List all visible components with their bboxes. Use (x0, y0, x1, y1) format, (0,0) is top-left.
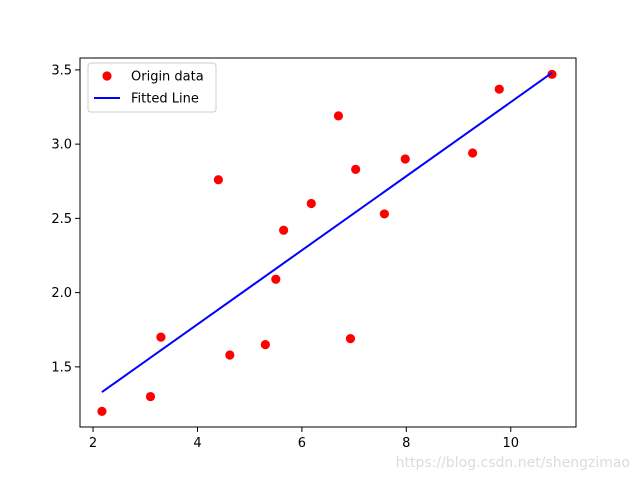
axes: 2 4 6 8 10 1.5 2.0 2.5 3.0 3.5 (51, 57, 577, 451)
y-tick-label-3: 2.5 (51, 212, 72, 227)
plot-area (97, 69, 557, 417)
legend-point-swatch (102, 71, 112, 81)
data-point-8 (279, 225, 289, 235)
data-point-17 (547, 69, 557, 79)
x-tick-label-1: 2 (89, 436, 97, 451)
data-point-9 (306, 198, 316, 209)
data-point-12 (351, 164, 361, 174)
data-point-5 (225, 350, 235, 360)
data-point-14 (400, 154, 410, 164)
data-point-6 (260, 339, 270, 350)
axes-frame (79, 57, 577, 428)
data-point-3 (156, 332, 166, 342)
y-tick-label-5: 3.5 (51, 63, 72, 78)
x-tick-label-3: 6 (298, 436, 306, 451)
x-tick-label-2: 4 (193, 436, 201, 451)
fitted-line (101, 72, 553, 393)
data-point-7 (271, 274, 281, 284)
data-point-4 (213, 175, 223, 185)
x-tick-label-4: 8 (402, 436, 410, 451)
legend-label-1: Origin data (131, 70, 204, 85)
legend: Origin data Fitted Line (87, 62, 217, 113)
data-point-2 (145, 391, 156, 402)
legend-box (87, 62, 217, 113)
data-point-13 (379, 209, 389, 219)
y-tick-label-2: 2.0 (51, 286, 72, 301)
y-tick-label-4: 3.0 (51, 138, 72, 153)
data-point-1 (97, 406, 107, 417)
data-point-15 (468, 148, 478, 158)
data-point-16 (494, 84, 504, 94)
y-tick-label-1: 1.5 (51, 360, 72, 375)
data-point-11 (345, 334, 356, 344)
data-point-10 (333, 111, 344, 121)
legend-label-2: Fitted Line (131, 92, 199, 107)
watermark-text: https://blog.csdn.net/shengzimao (396, 455, 630, 471)
x-tick-label-5: 10 (502, 436, 519, 451)
